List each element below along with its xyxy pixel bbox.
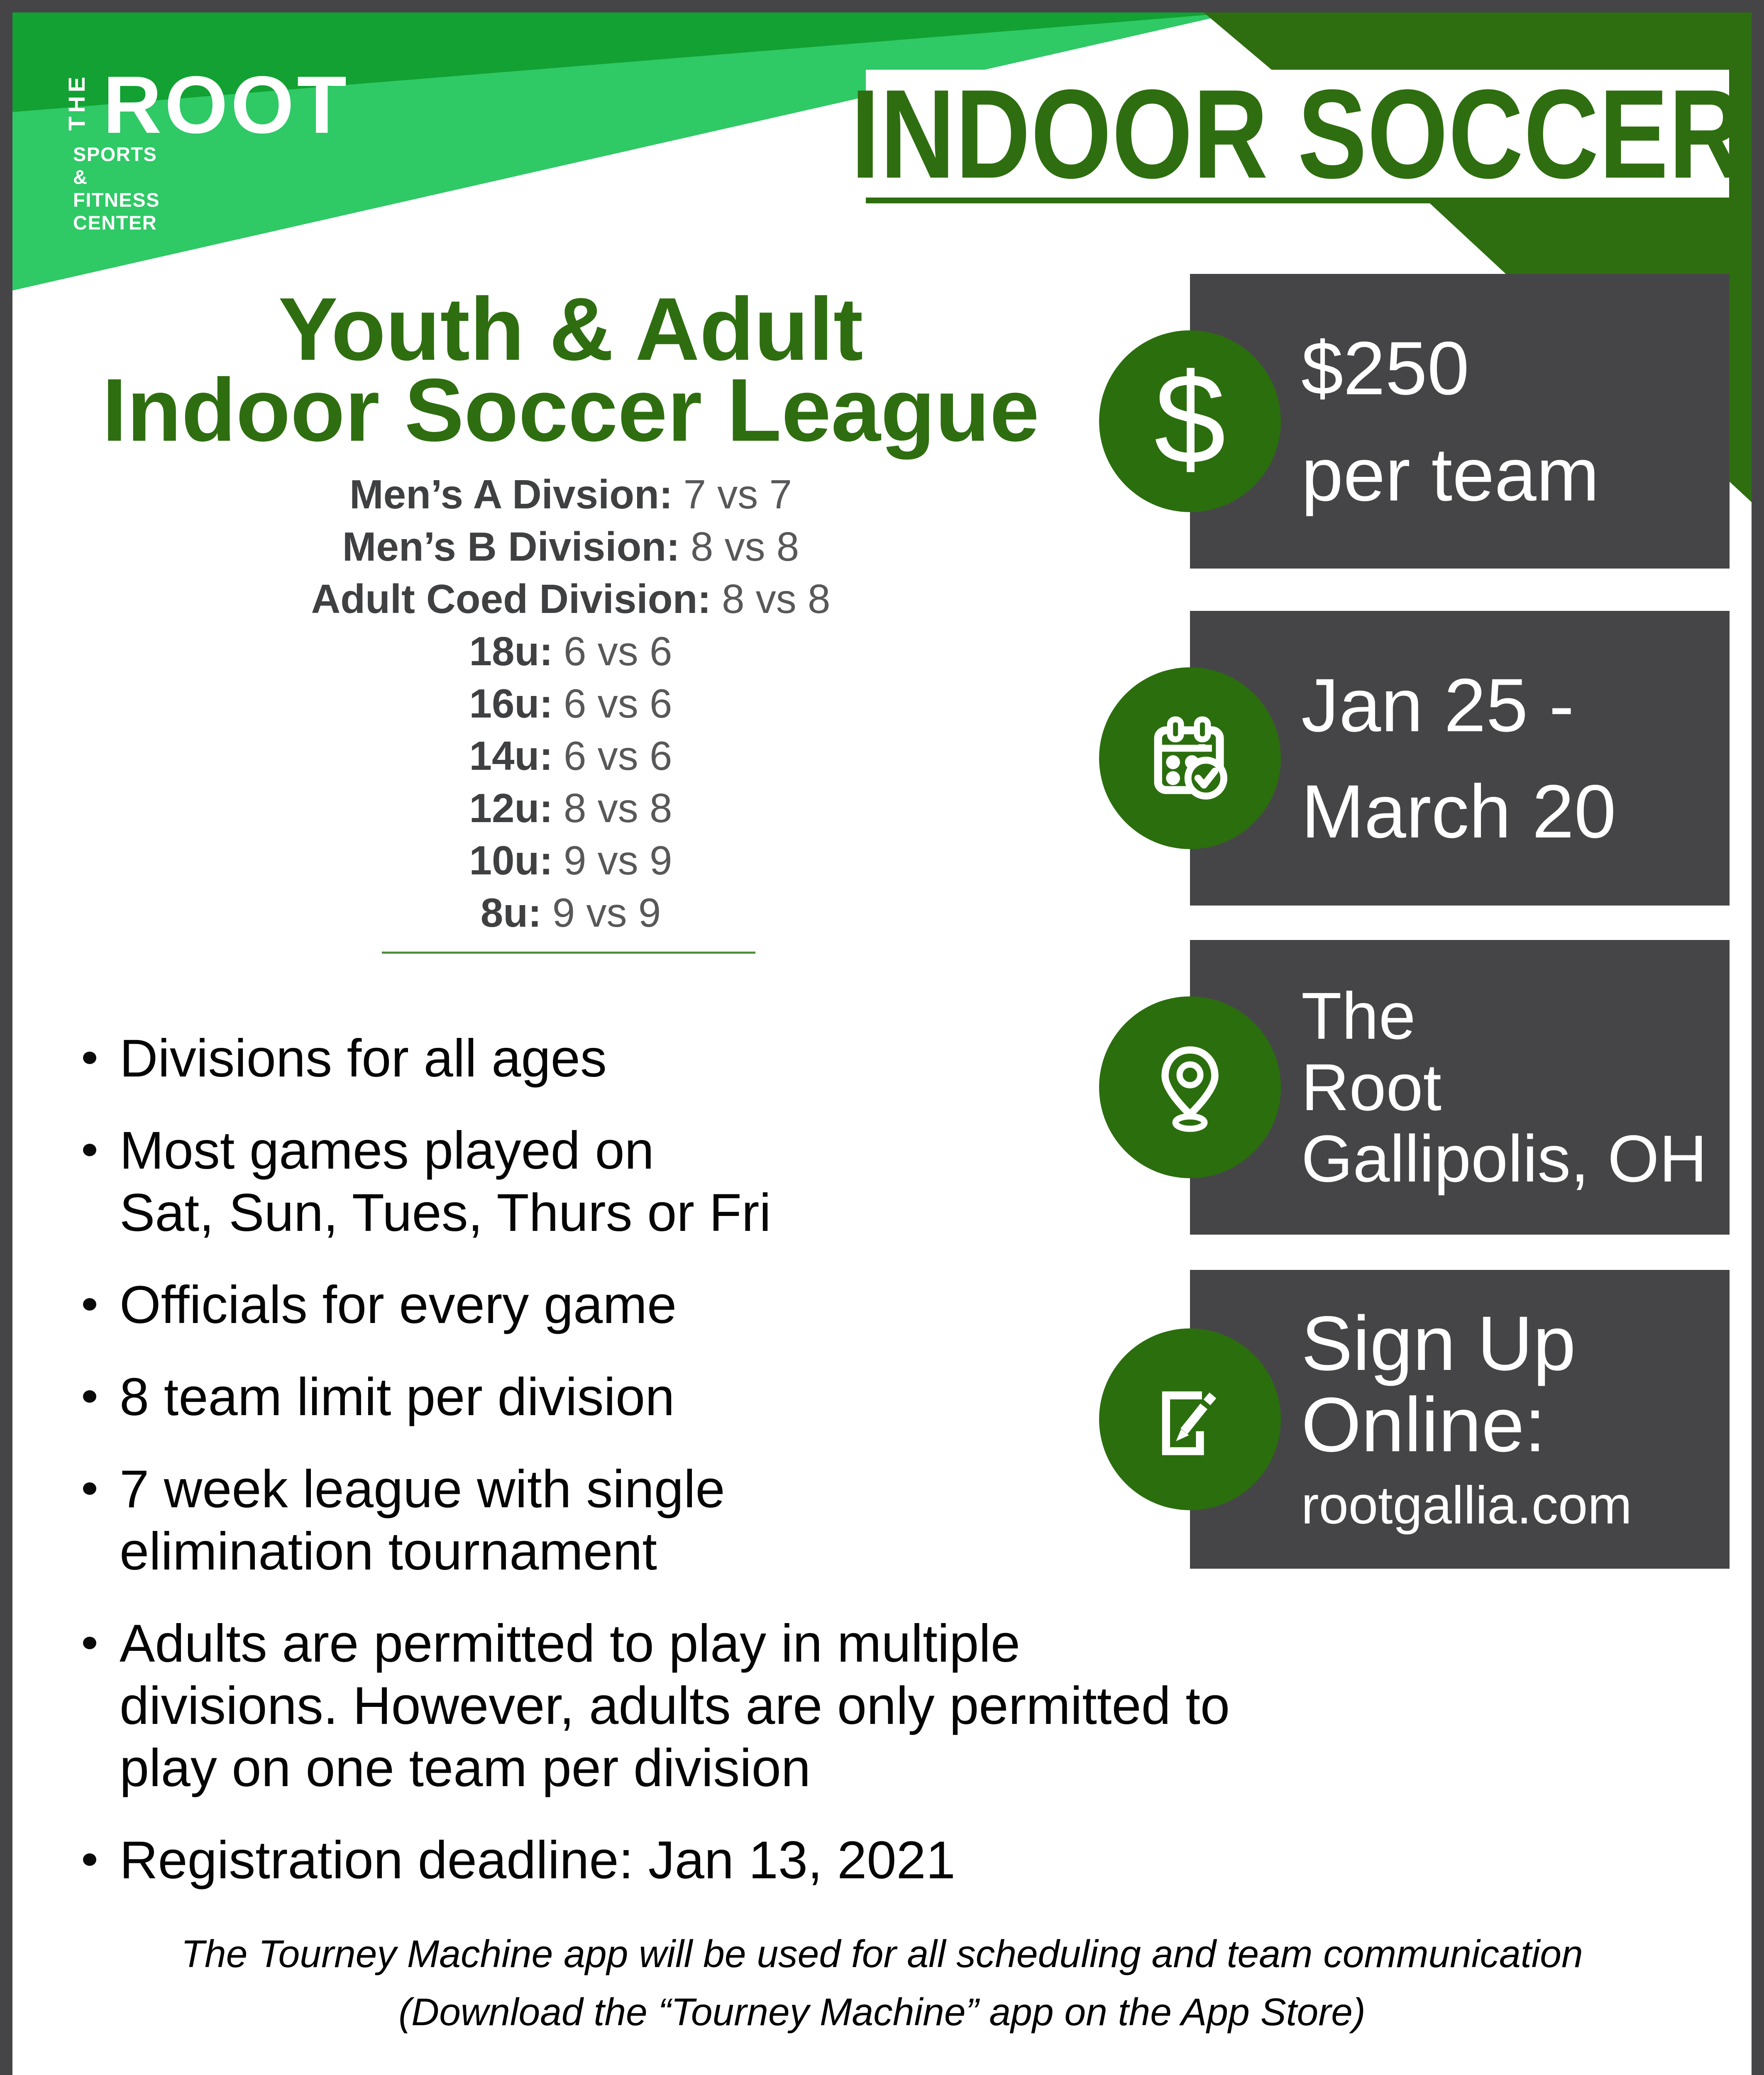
bullet-item: Adults are permitted to play in multiple… bbox=[83, 1613, 1693, 1799]
note-line2: (Download the “Tourney Machine” app on t… bbox=[398, 1990, 1366, 2034]
bullet-text: 7 week league with single elimination to… bbox=[120, 1460, 725, 1581]
info-line: $250 bbox=[1301, 326, 1469, 410]
bullet-list: Divisions for all ages Most games played… bbox=[83, 1028, 1693, 1921]
division-row: 10u: 9 vs 9 bbox=[73, 834, 1069, 886]
division-value: 6 vs 6 bbox=[564, 733, 672, 779]
info-box-text: Jan 25 - March 20 bbox=[1301, 611, 1721, 906]
bullet-icon bbox=[83, 1853, 96, 1866]
division-label: 10u: bbox=[469, 837, 553, 883]
calendar-check-icon bbox=[1154, 716, 1227, 800]
info-line: Sign Up bbox=[1301, 1300, 1576, 1387]
icon-circle: $ bbox=[1099, 330, 1281, 512]
bullet-text: Divisions for all ages bbox=[120, 1029, 607, 1088]
division-label: 12u: bbox=[469, 785, 553, 831]
division-value: 6 vs 6 bbox=[564, 628, 672, 674]
signup-url: rootgallia.com bbox=[1301, 1475, 1632, 1535]
info-line: Jan 25 - bbox=[1301, 663, 1574, 747]
tourney-note: The Tourney Machine app will be used for… bbox=[81, 1925, 1683, 2041]
icon-circle bbox=[1099, 667, 1281, 849]
indoor-soccer-banner: INDOOR SOCCER bbox=[851, 63, 1744, 204]
info-line: Gallipolis, OH bbox=[1301, 1121, 1708, 1196]
division-row: 14u: 6 vs 6 bbox=[73, 730, 1069, 782]
division-label: 14u: bbox=[469, 733, 553, 779]
bullet-item: 7 week league with single elimination to… bbox=[83, 1458, 1693, 1583]
division-label: Men’s A Divsion: bbox=[349, 471, 673, 517]
division-row: Adult Coed Division: 8 vs 8 bbox=[73, 573, 1069, 625]
dollar-icon: $ bbox=[1154, 346, 1226, 491]
division-value: 9 vs 9 bbox=[552, 890, 661, 935]
info-line: per team bbox=[1301, 432, 1600, 517]
bullet-text: Officials for every game bbox=[120, 1275, 677, 1335]
info-box-dates: Jan 25 - March 20 bbox=[1099, 611, 1730, 906]
info-box-signup: Sign Up Online: rootgallia.com bbox=[1099, 1270, 1730, 1569]
bullet-item: Divisions for all ages bbox=[83, 1028, 1693, 1090]
division-label: Men’s B Division: bbox=[342, 524, 680, 569]
division-row: Men’s B Division: 8 vs 8 bbox=[73, 520, 1069, 573]
division-value: 8 vs 8 bbox=[564, 785, 672, 831]
bullet-icon bbox=[83, 1052, 96, 1064]
bullet-icon bbox=[83, 1144, 96, 1156]
info-line: March 20 bbox=[1301, 769, 1616, 854]
division-row: 18u: 6 vs 6 bbox=[73, 625, 1069, 677]
info-box-text: $250 per team bbox=[1301, 274, 1721, 569]
divider-line bbox=[382, 952, 755, 954]
bullet-text: Registration deadline: Jan 13, 2021 bbox=[120, 1831, 955, 1890]
bullet-icon bbox=[83, 1298, 96, 1311]
icon-circle bbox=[1099, 1328, 1281, 1510]
info-box-location: The Root Gallipolis, OH bbox=[1099, 940, 1730, 1235]
division-row: Men’s A Divsion: 7 vs 7 bbox=[73, 468, 1069, 520]
info-box-text: Sign Up Online: rootgallia.com bbox=[1301, 1270, 1721, 1569]
banner-title: INDOOR SOCCER bbox=[850, 63, 1744, 205]
info-line: Root bbox=[1301, 1050, 1441, 1124]
bullet-text: Adults are permitted to play in multiple… bbox=[120, 1614, 1230, 1798]
bullet-icon bbox=[83, 1482, 96, 1495]
bullet-text: 8 team limit per division bbox=[120, 1367, 675, 1427]
bullet-item: Officials for every game bbox=[83, 1274, 1693, 1336]
edit-icon bbox=[1162, 1391, 1218, 1455]
icon-circle bbox=[1099, 996, 1281, 1178]
info-box-price: $ $250 per team bbox=[1099, 274, 1730, 569]
logo-tagline: SPORTS & FITNESS CENTER bbox=[73, 143, 160, 234]
headline-line2: Indoor Soccer League bbox=[102, 360, 1040, 460]
division-label: Adult Coed Division: bbox=[311, 576, 711, 622]
division-value: 8 vs 8 bbox=[690, 524, 799, 569]
bullet-item: Most games played on Sat, Sun, Tues, Thu… bbox=[83, 1120, 1693, 1244]
divisions-list: Men’s A Divsion: 7 vs 7 Men’s B Division:… bbox=[73, 468, 1069, 939]
bullet-text: Most games played on Sat, Sun, Tues, Thu… bbox=[120, 1121, 771, 1243]
note-line1: The Tourney Machine app will be used for… bbox=[181, 1932, 1583, 1975]
division-label: 8u: bbox=[480, 890, 542, 935]
division-row: 8u: 9 vs 9 bbox=[73, 886, 1069, 939]
division-value: 7 vs 7 bbox=[683, 471, 792, 517]
info-line: The bbox=[1301, 979, 1416, 1053]
division-row: 12u: 8 vs 8 bbox=[73, 782, 1069, 834]
division-value: 6 vs 6 bbox=[564, 681, 672, 726]
bullet-icon bbox=[83, 1390, 96, 1403]
logo-the: THE bbox=[64, 73, 90, 131]
location-pin-icon bbox=[1161, 1046, 1219, 1132]
headline-line1: Youth & Adult bbox=[278, 279, 863, 379]
division-row: 16u: 6 vs 6 bbox=[73, 677, 1069, 730]
bullet-item: Registration deadline: Jan 13, 2021 bbox=[83, 1829, 1693, 1892]
division-label: 18u: bbox=[469, 628, 553, 674]
division-value: 8 vs 8 bbox=[722, 576, 831, 622]
headline: Youth & Adult Indoor Soccer League bbox=[33, 279, 1108, 460]
info-line: Online: bbox=[1301, 1382, 1546, 1468]
info-box-text: The Root Gallipolis, OH bbox=[1301, 940, 1721, 1235]
logo-root: ROOT bbox=[103, 59, 350, 150]
bullet-item: 8 team limit per division bbox=[83, 1366, 1693, 1428]
division-value: 9 vs 9 bbox=[564, 837, 672, 883]
bullet-icon bbox=[83, 1637, 96, 1649]
division-label: 16u: bbox=[469, 681, 553, 726]
